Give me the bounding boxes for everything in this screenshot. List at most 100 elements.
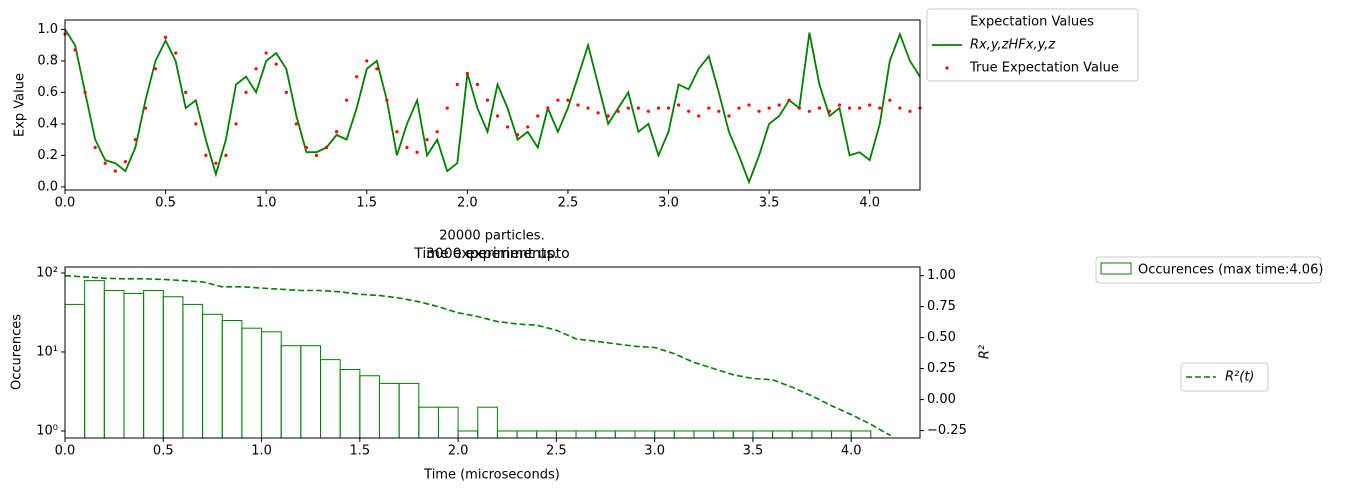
scatter-point <box>878 106 882 110</box>
scatter-point <box>898 106 902 110</box>
scatter-point <box>616 109 620 113</box>
scatter-point <box>153 67 158 71</box>
scatter-point <box>314 153 319 157</box>
histogram-bar <box>437 406 459 439</box>
scatter-point <box>636 106 640 110</box>
scatter-point <box>626 106 630 110</box>
scatter-point <box>73 48 77 52</box>
chart-subtitle: Time experiment upto <box>413 246 569 262</box>
histogram-bar <box>162 296 184 439</box>
scatter-point <box>837 103 842 107</box>
histogram-bar <box>359 375 380 439</box>
x-tick-label: 2.0 <box>457 196 478 211</box>
x-tick-label: 1.5 <box>349 444 370 459</box>
y2-tick-label: −0.25 <box>927 423 967 438</box>
histogram-bar <box>300 345 322 439</box>
scatter-point <box>757 109 761 113</box>
scatter-point <box>687 109 691 113</box>
x-tick-label: 1.5 <box>356 196 377 211</box>
x-tick-label: 2.5 <box>558 196 579 211</box>
scatter-point <box>495 114 500 118</box>
histogram-bar <box>555 430 577 439</box>
x-tick-label: 3.5 <box>759 196 780 211</box>
scatter-point <box>274 62 278 66</box>
scatter-point <box>697 114 701 118</box>
legend-marker <box>1100 262 1132 275</box>
scatter-point <box>93 145 97 150</box>
histogram-bar <box>64 303 86 439</box>
scatter-point <box>375 67 379 71</box>
histogram-bar <box>398 382 420 439</box>
histogram-bar <box>84 280 105 439</box>
scatter-point <box>234 122 238 126</box>
histogram-bar <box>202 313 223 439</box>
scatter-point <box>516 133 520 137</box>
scatter-point <box>334 130 339 134</box>
histogram-bar <box>143 289 164 439</box>
histogram-bar <box>261 331 282 439</box>
scatter-point <box>666 106 671 110</box>
scatter-point <box>113 169 117 173</box>
x-axis-label: Time (microseconds) <box>423 468 560 483</box>
scatter-point <box>847 106 852 110</box>
legend-label: Rx,y,zHFx,y,z <box>970 38 1056 53</box>
scatter-point <box>908 109 912 113</box>
scatter-point <box>777 103 781 107</box>
legend-box <box>1180 362 1269 392</box>
scatter-point <box>204 153 208 157</box>
x-tick-label: 1.0 <box>251 444 272 459</box>
plot-frame <box>64 266 921 439</box>
scatter-point <box>83 90 87 95</box>
scatter-point <box>163 35 168 39</box>
scatter-point <box>586 106 590 110</box>
histogram-bar <box>103 289 125 439</box>
scatter-point <box>244 90 248 95</box>
histogram-bar <box>634 430 656 439</box>
histogram-bar <box>831 430 852 439</box>
scatter-point <box>133 138 138 142</box>
scatter-point <box>858 106 862 110</box>
scatter-point <box>224 153 228 157</box>
histogram-bar <box>320 359 341 439</box>
legend-label: Occurences (max time:4.06) <box>1138 263 1323 278</box>
x-tick-label: 3.0 <box>644 444 665 459</box>
scatter-point <box>737 106 741 110</box>
y-tick-label: 0.0 <box>37 179 58 194</box>
scatter-point <box>284 90 288 95</box>
scatter-point <box>717 109 721 113</box>
line-series <box>64 28 921 185</box>
chart-subtitle: 3000 experiments. <box>426 246 558 262</box>
legend-marker <box>945 66 949 70</box>
scatter-point <box>425 138 429 142</box>
legend-box <box>1095 256 1322 284</box>
scatter-point <box>405 145 409 150</box>
y-axis-label: Exp Value <box>13 73 28 137</box>
legend-label: R²(t) <box>1225 370 1255 385</box>
scatter-point <box>103 161 107 165</box>
histogram-bar <box>339 369 361 439</box>
histogram-bar <box>673 430 695 439</box>
scatter-point <box>445 106 449 110</box>
scatter-point <box>365 59 369 63</box>
scatter-point <box>475 82 480 87</box>
scatter-point <box>264 51 268 55</box>
y-axis-label: Occurences <box>10 314 25 390</box>
scatter-point <box>355 75 359 79</box>
scatter-point <box>656 106 661 110</box>
scatter-point <box>556 98 560 102</box>
y-tick-label: 1.0 <box>37 22 58 37</box>
scatter-point <box>646 109 651 113</box>
y2-tick-label: 0.00 <box>927 392 956 407</box>
y2-axis-label: R² <box>978 345 993 359</box>
scatter-point <box>727 114 731 118</box>
y2-tick-label: 0.75 <box>927 299 956 314</box>
plot-frame <box>64 19 921 191</box>
x-tick-label: 3.0 <box>658 196 679 211</box>
scatter-point <box>324 145 329 150</box>
scatter-point <box>465 71 469 76</box>
y-tick-label: 0.8 <box>37 53 58 68</box>
histogram-bar <box>378 382 400 439</box>
scatter-point <box>123 160 127 164</box>
histogram-bar <box>772 430 793 439</box>
scatter-point <box>817 106 822 110</box>
